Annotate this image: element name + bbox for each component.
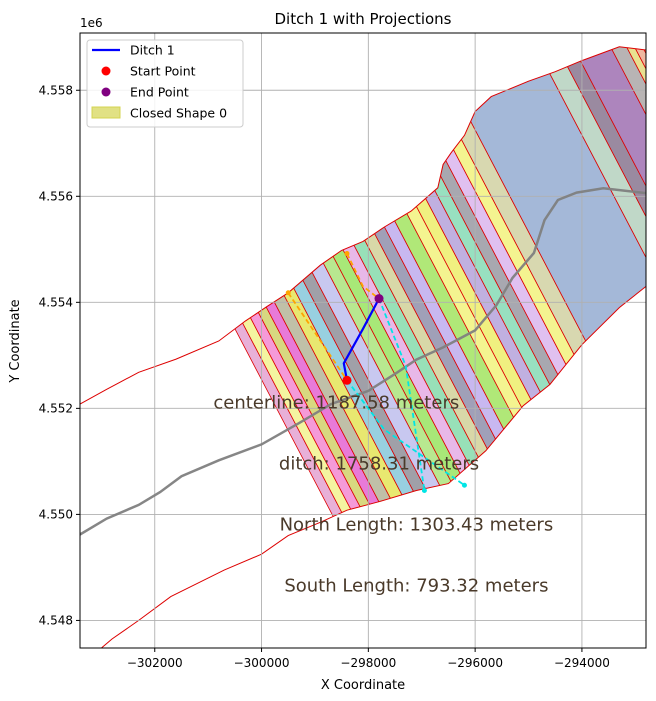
start-point <box>342 375 352 385</box>
y-tick-label: 4.550 <box>39 507 73 521</box>
projection-lines <box>287 253 466 491</box>
projection-point <box>421 488 427 494</box>
y-axis-title: Y Coordinate <box>8 299 23 383</box>
x-tick-label: −294000 <box>554 656 610 670</box>
projection-points <box>285 251 467 494</box>
x-tick-label: −300000 <box>234 656 290 670</box>
shape-band <box>549 46 646 648</box>
projection-point <box>461 482 467 488</box>
projection-line <box>346 379 466 486</box>
length-annotation: South Length: 793.32 meters <box>284 575 548 596</box>
end-point <box>374 294 384 304</box>
projection-line <box>287 292 348 381</box>
length-annotation: centerline: 1187.58 meters <box>213 392 459 413</box>
y-tick-label: 4.554 <box>39 295 73 309</box>
legend: Ditch 1 Start Point End Point Closed Shape … <box>86 39 244 128</box>
grid-lines <box>80 33 646 648</box>
y-offset-label: 1e6 <box>80 16 103 30</box>
annotations: centerline: 1187.58 meters ditch: 1758.31… <box>213 392 553 596</box>
y-axis-ticks: 4.548 4.550 4.552 4.554 4.556 4.558 <box>39 83 80 627</box>
length-annotation: North Length: 1303.43 meters <box>280 514 554 535</box>
y-tick-label: 4.556 <box>39 189 73 203</box>
shape-band <box>527 46 646 648</box>
projection-line <box>346 253 380 300</box>
y-tick-label: 4.548 <box>39 613 73 627</box>
x-axis-ticks: −302000 −300000 −298000 −296000 −294000 <box>127 648 610 670</box>
legend-label: Start Point <box>130 64 196 79</box>
x-tick-label: −296000 <box>447 656 503 670</box>
plot-frame <box>79 32 647 649</box>
legend-swatch-dot <box>101 66 111 76</box>
x-tick-label: −298000 <box>340 656 396 670</box>
projection-point <box>285 290 291 296</box>
ditch-line <box>342 298 380 381</box>
projection-line <box>378 298 426 491</box>
legend-label: Closed Shape 0 <box>130 106 227 121</box>
projection-point <box>344 251 350 257</box>
x-axis-title: X Coordinate <box>321 678 405 693</box>
legend-swatch-dot <box>101 87 111 97</box>
y-tick-label: 4.558 <box>39 83 73 97</box>
legend-swatch-patch <box>91 106 121 119</box>
chart-title: Ditch 1 with Projections <box>274 10 451 28</box>
legend-frame <box>86 39 244 128</box>
length-annotation: ditch: 1758.31 meters <box>279 453 479 474</box>
x-tick-label: −302000 <box>127 656 183 670</box>
y-tick-label: 4.552 <box>39 401 73 415</box>
closed-shape-outline <box>80 46 646 648</box>
legend-label: Ditch 1 <box>130 43 175 58</box>
legend-label: End Point <box>130 85 189 100</box>
